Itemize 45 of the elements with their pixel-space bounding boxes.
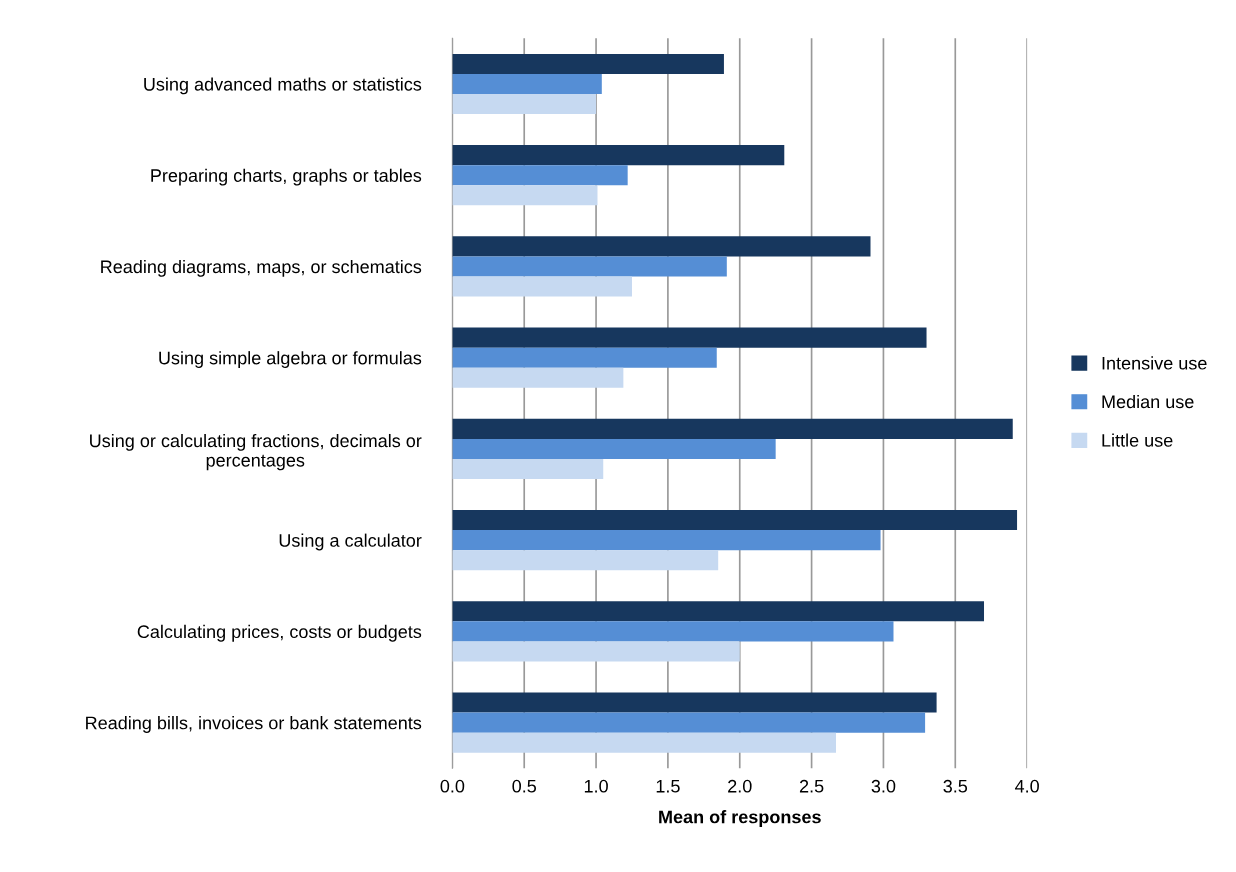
x-tick-label: 0.0 — [440, 779, 465, 793]
y-tick-label: Calculating prices, costs or budgets — [137, 624, 422, 642]
bar — [452, 94, 597, 115]
x-tick-label: 2.0 — [728, 779, 752, 793]
bar — [452, 712, 926, 733]
bar — [452, 347, 717, 368]
x-tick-label: 1.5 — [656, 780, 680, 793]
bar — [452, 256, 727, 277]
legend-label: Little use — [1102, 433, 1173, 447]
bar — [452, 327, 927, 348]
bar — [452, 621, 894, 642]
y-tick-label: Using a calculator — [279, 533, 422, 551]
bar — [452, 530, 881, 551]
bar — [452, 145, 785, 166]
legend-label: Median use — [1102, 394, 1194, 409]
bar — [452, 185, 598, 206]
y-tick-label: Preparing charts, graphs or tables — [151, 168, 422, 186]
x-tick-label: 0.5 — [512, 779, 537, 793]
bar — [452, 236, 871, 257]
y-tick-label: Reading bills, invoices or bank statements — [86, 716, 422, 733]
bar — [452, 367, 624, 388]
bar — [452, 601, 985, 622]
bar — [452, 418, 1013, 439]
bar — [452, 438, 776, 459]
x-tick-label: 3.5 — [943, 779, 968, 793]
bar — [452, 458, 604, 480]
bar — [452, 510, 1018, 531]
x-tick-label: 1.0 — [584, 779, 608, 793]
bar — [452, 165, 628, 186]
bar — [452, 641, 740, 662]
bar — [452, 692, 937, 713]
bar — [452, 276, 632, 297]
x-tick-label: 3.0 — [871, 779, 896, 793]
x-tick-label: 2.5 — [799, 779, 824, 793]
legend-label: Intensive use — [1102, 356, 1207, 370]
y-tick-label: Using or calculating fractions, decimals or percentages — [90, 433, 422, 471]
y-tick-label: Using simple algebra or formulas — [159, 351, 422, 368]
bar — [452, 73, 602, 95]
bar — [452, 550, 719, 571]
bar — [452, 53, 724, 74]
bar — [452, 732, 837, 753]
x-axis-title: Mean of responses — [659, 810, 821, 827]
y-tick-label: Reading diagrams, maps, or schematics — [101, 259, 422, 277]
y-tick-label: Using advanced maths or statistics — [144, 77, 422, 95]
x-tick-label: 4.0 — [1014, 779, 1039, 793]
